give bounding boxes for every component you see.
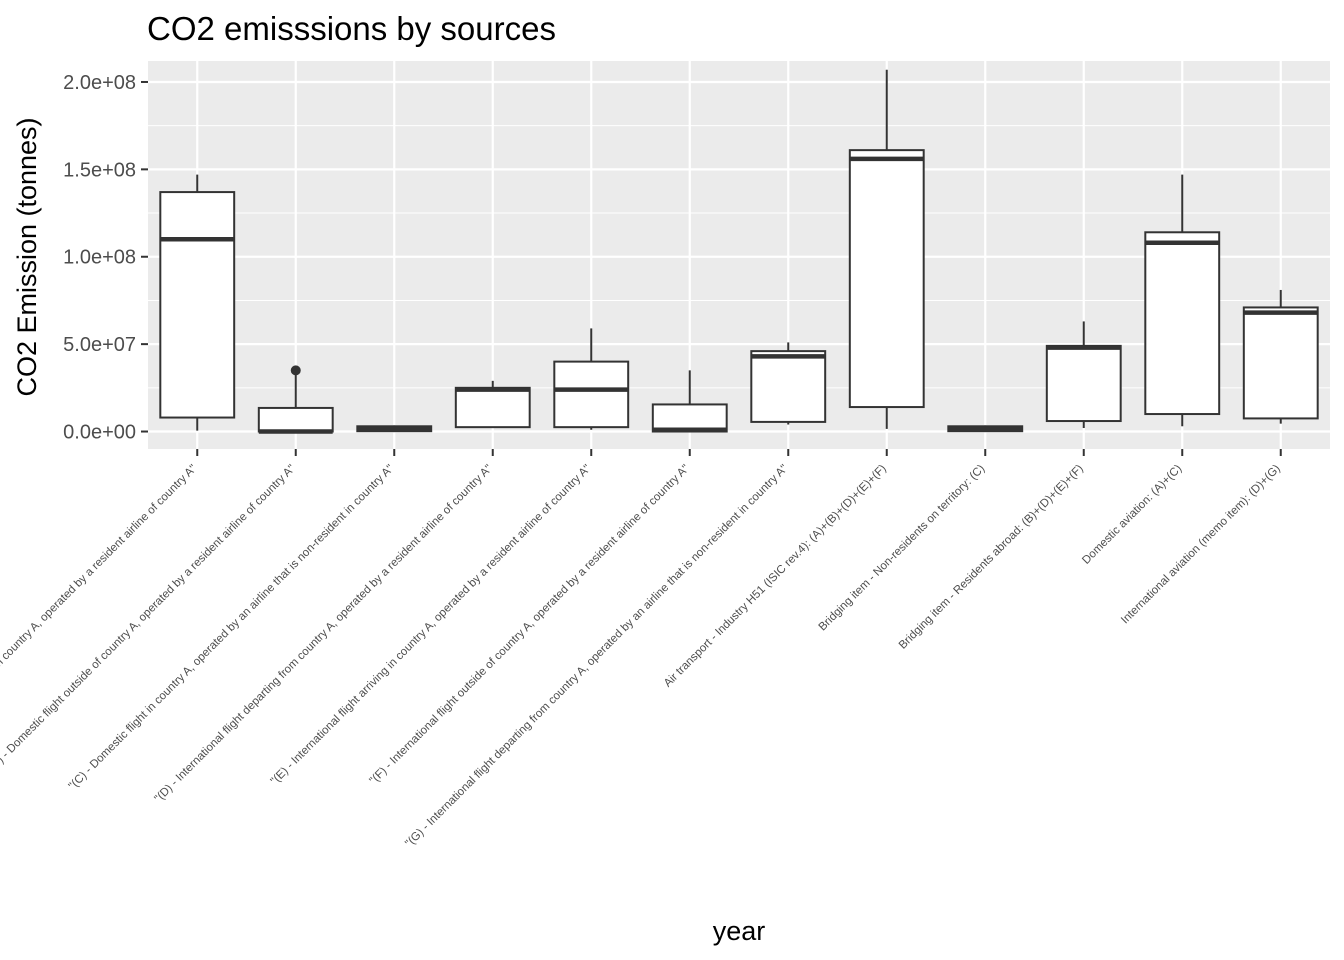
box-body — [1242, 306, 1319, 420]
x-tick-label: "(G) - International flight departing fr… — [403, 463, 790, 850]
box-body — [553, 360, 630, 429]
y-axis-title: CO2 Emission (tonnes) — [12, 117, 42, 396]
y-tick-label: 1.5e+08 — [63, 159, 136, 181]
x-tick-label: "(F) - International flight outside of c… — [368, 463, 692, 787]
box-2 — [257, 365, 334, 434]
box-11 — [1144, 174, 1221, 427]
box-body — [454, 386, 531, 429]
box-6 — [651, 370, 728, 433]
box-3 — [356, 425, 433, 433]
y-axis: 0.0e+00 5.0e+07 1.0e+08 1.5e+08 2.0e+08 — [63, 72, 148, 444]
x-axis: "(A) - Domestic flight in country A, ope… — [0, 449, 1283, 850]
box-body — [1045, 344, 1122, 423]
x-tick-label: "(E) - International flight arriving in … — [269, 463, 594, 788]
box-body — [651, 403, 728, 433]
box-12 — [1242, 289, 1319, 424]
x-tick-label: "(D) - International flight departing fr… — [152, 463, 494, 805]
box-9 — [947, 425, 1024, 433]
x-axis-title: year — [713, 916, 766, 946]
box-7 — [750, 342, 827, 425]
box-1 — [159, 174, 236, 431]
y-tick-label: 1.0e+08 — [63, 247, 136, 269]
x-tick-label: Air transport - Industry H51 (ISIC rev.4… — [662, 463, 889, 690]
box-body — [848, 149, 925, 409]
box-body — [750, 350, 827, 423]
y-tick-label: 2.0e+08 — [63, 72, 136, 94]
chart-title: CO2 emisssions by sources — [147, 10, 556, 47]
x-tick-label: "(C) - Domestic flight in country A, ope… — [67, 463, 397, 793]
x-tick-label: Domestic aviation: (A)+(C) — [1080, 463, 1184, 567]
box-4 — [454, 380, 531, 429]
x-tick-label: Bridging item - Residents abroad: (B)+(D… — [897, 463, 1086, 652]
x-tick-label: Bridging item - Non-residents on territo… — [817, 463, 988, 634]
box-8 — [848, 69, 925, 429]
box-body — [257, 406, 334, 433]
box-body — [1144, 231, 1221, 416]
x-tick-label: International aviation (memo item): (D)+… — [1119, 463, 1283, 627]
box-plots — [159, 69, 1319, 434]
outlier-point — [290, 365, 301, 376]
y-tick-label: 0.0e+00 — [63, 422, 136, 444]
x-tick-label: "(A) - Domestic flight in country A, ope… — [0, 463, 199, 748]
box-10 — [1045, 321, 1122, 429]
box-body — [159, 191, 236, 419]
y-tick-label: 5.0e+07 — [63, 334, 136, 356]
box-5 — [553, 328, 630, 430]
